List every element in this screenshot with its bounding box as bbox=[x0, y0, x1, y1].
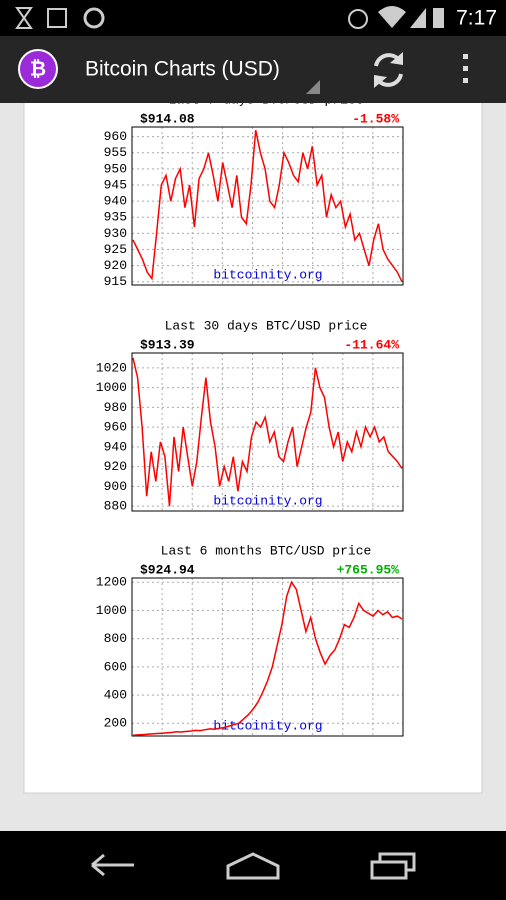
overflow-menu[interactable] bbox=[463, 54, 468, 83]
y-tick-label: 960 bbox=[104, 129, 127, 144]
y-tick-label: 1200 bbox=[96, 575, 127, 590]
y-tick-label: 960 bbox=[104, 420, 127, 435]
recents-button[interactable] bbox=[370, 852, 416, 880]
y-tick-label: 400 bbox=[104, 688, 127, 703]
y-tick-label: 1020 bbox=[96, 360, 127, 375]
alarm-icon bbox=[348, 9, 368, 29]
y-tick-label: 1000 bbox=[96, 380, 127, 395]
battery-icon bbox=[433, 8, 444, 28]
app-icon[interactable] bbox=[18, 49, 58, 89]
price-line bbox=[132, 130, 403, 283]
app-title[interactable]: Bitcoin Charts (USD) bbox=[85, 58, 280, 81]
chart-card bbox=[23, 95, 483, 794]
home-button[interactable] bbox=[226, 852, 280, 880]
refresh-arrows bbox=[374, 52, 403, 88]
plot-frame bbox=[131, 577, 404, 737]
plot-frame bbox=[131, 352, 404, 512]
y-tick-label: 1000 bbox=[96, 603, 127, 618]
app-bar bbox=[0, 36, 506, 103]
y-tick-label: 880 bbox=[104, 499, 127, 514]
menu-dot bbox=[463, 66, 468, 71]
status-bar bbox=[0, 0, 506, 36]
y-tick-label: 980 bbox=[104, 400, 127, 415]
y-tick-label: 935 bbox=[104, 210, 127, 225]
price-line bbox=[132, 580, 403, 737]
app-icon-glyph: ₿ bbox=[30, 58, 46, 80]
y-tick-label: 600 bbox=[104, 659, 127, 674]
price-line bbox=[132, 357, 403, 507]
status-icon bbox=[47, 8, 67, 28]
watermark: bitcoinity.org bbox=[213, 267, 322, 282]
y-tick-label: 945 bbox=[104, 177, 127, 192]
change-label: -1.58% bbox=[352, 111, 399, 126]
price-label: $913.39 bbox=[140, 337, 195, 352]
recents-rect bbox=[378, 852, 416, 872]
change-label: +765.95% bbox=[337, 562, 400, 577]
y-tick-label: 930 bbox=[104, 226, 127, 241]
y-tick-label: 920 bbox=[104, 258, 127, 273]
signal-icon bbox=[410, 8, 426, 28]
watermark: bitcoinity.org bbox=[213, 493, 322, 508]
plot-frame bbox=[131, 126, 404, 286]
chart-title: Last 6 months BTC/USD price bbox=[161, 543, 372, 558]
nav-bar bbox=[0, 831, 506, 900]
chart-title: Last 30 days BTC/USD price bbox=[165, 318, 368, 333]
price-label: $914.08 bbox=[140, 111, 195, 126]
menu-dot bbox=[463, 54, 468, 59]
y-tick-label: 915 bbox=[104, 274, 127, 289]
status-icon bbox=[83, 7, 105, 29]
y-tick-label: 940 bbox=[104, 194, 127, 209]
y-tick-label: 900 bbox=[104, 479, 127, 494]
y-tick-label: 950 bbox=[104, 161, 127, 176]
spinner-arrow bbox=[306, 80, 320, 94]
back-button[interactable] bbox=[91, 853, 134, 877]
charts: Last 7 days BTC/USD price$914.08-1.58%91… bbox=[96, 92, 404, 737]
y-tick-label: 940 bbox=[104, 439, 127, 454]
change-label: -11.64% bbox=[344, 337, 399, 352]
price-label: $924.94 bbox=[140, 562, 195, 577]
y-tick-label: 925 bbox=[104, 242, 127, 257]
y-tick-label: 200 bbox=[104, 716, 127, 731]
y-tick-label: 800 bbox=[104, 631, 127, 646]
clock: 7:17 bbox=[456, 7, 497, 30]
y-tick-label: 955 bbox=[104, 145, 127, 160]
status-icon bbox=[15, 7, 33, 29]
menu-dot bbox=[463, 78, 468, 83]
wifi-icon bbox=[378, 6, 406, 28]
y-tick-label: 920 bbox=[104, 459, 127, 474]
